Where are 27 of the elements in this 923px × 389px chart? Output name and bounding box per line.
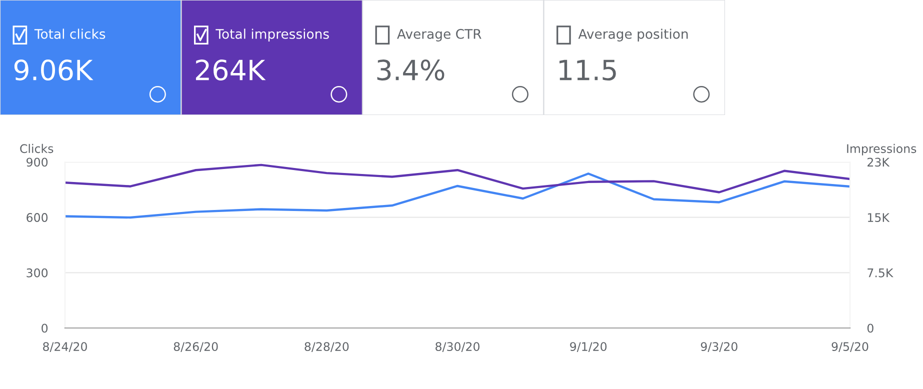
- y-tick-label: 0: [42, 324, 48, 333]
- x-tick-label: 9/5/20: [832, 342, 868, 352]
- category-label: Average CTR: [397, 28, 482, 42]
- x-tick-label: 8/28/20: [304, 342, 349, 352]
- y-axis-title: Clicks: [20, 144, 54, 154]
- category-label: Total impressions: [216, 28, 329, 42]
- category-label: Average position: [578, 28, 688, 42]
- category-label: Total clicks: [34, 28, 106, 39]
- y2-tick-label: 0: [867, 324, 874, 333]
- x-tick-label: 9/3/20: [700, 342, 738, 352]
- y2-tick-label: 23K: [868, 158, 890, 167]
- y-tick-label: 300: [26, 268, 48, 278]
- text: 3.4%: [377, 60, 444, 81]
- x-tick-label: 8/26/20: [174, 342, 218, 352]
- text: 264K: [196, 60, 266, 81]
- y2-axis-title: Impressions: [847, 144, 916, 156]
- y2-tick-label: 7.5K: [868, 268, 894, 278]
- y-tick-label: 600: [26, 213, 48, 222]
- line-series: [65, 172, 850, 219]
- y2-tick-label: 15K: [868, 213, 890, 222]
- x-tick-label: 9/1/20: [570, 342, 607, 352]
- x-tick-label: 8/24/20: [43, 342, 87, 352]
- line-series: [65, 164, 850, 194]
- y-tick-label: 900: [26, 158, 48, 167]
- x-tick-label: 8/30/20: [436, 342, 480, 352]
- text: 9.06K: [14, 60, 94, 81]
- text: 11.5: [559, 60, 616, 81]
